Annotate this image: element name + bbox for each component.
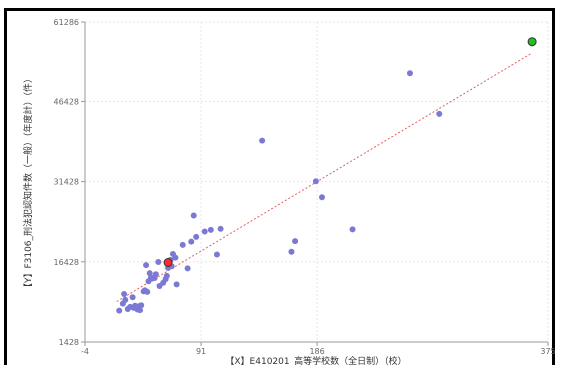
- data-point[interactable]: [312, 178, 319, 185]
- trendline: [116, 52, 533, 302]
- data-point[interactable]: [173, 281, 180, 288]
- x-tick-label: 186: [309, 347, 324, 356]
- y-tick-label: 16428: [54, 258, 79, 267]
- data-point[interactable]: [136, 307, 143, 314]
- y-tick-label: 46428: [54, 97, 79, 106]
- data-point[interactable]: [349, 226, 356, 233]
- x-tick-label: 91: [196, 347, 206, 356]
- highlight-points: [163, 37, 537, 267]
- highlight-point[interactable]: [527, 37, 537, 47]
- x-tick-label: 375: [540, 347, 555, 356]
- data-point[interactable]: [188, 238, 195, 245]
- data-point[interactable]: [201, 228, 208, 235]
- y-tick-label: 1428: [59, 338, 79, 347]
- data-point[interactable]: [116, 307, 123, 314]
- data-points: [116, 70, 443, 314]
- data-point[interactable]: [129, 294, 136, 301]
- data-point[interactable]: [436, 110, 443, 117]
- data-point[interactable]: [292, 238, 299, 245]
- data-point[interactable]: [152, 271, 159, 278]
- data-point[interactable]: [122, 296, 129, 303]
- x-axis-label: 【X】E410201_高等学校数（全日制）（校）: [225, 355, 406, 365]
- data-point[interactable]: [259, 137, 266, 144]
- data-point[interactable]: [155, 258, 162, 265]
- data-point[interactable]: [213, 251, 220, 258]
- data-point[interactable]: [184, 265, 191, 272]
- highlight-point[interactable]: [163, 257, 173, 267]
- x-tick-labels: -4 91 186 375: [81, 342, 556, 356]
- y-tick-labels: 1428 16428 31428 46428 61286: [54, 18, 85, 347]
- data-point[interactable]: [144, 288, 151, 295]
- x-tick-label: -4: [81, 347, 89, 356]
- data-point[interactable]: [406, 70, 413, 77]
- data-point[interactable]: [190, 212, 197, 219]
- data-point[interactable]: [121, 291, 128, 298]
- data-point[interactable]: [172, 254, 179, 261]
- data-point[interactable]: [138, 302, 145, 309]
- data-point[interactable]: [217, 225, 224, 232]
- data-point[interactable]: [179, 241, 186, 248]
- data-point[interactable]: [288, 248, 295, 255]
- y-axis-label: 【Y】F3106_刑法犯認知件数（一般）（年度計）（件）: [22, 74, 34, 292]
- data-point[interactable]: [143, 262, 150, 269]
- data-point[interactable]: [193, 233, 200, 240]
- chart-frame: [4, 8, 555, 365]
- data-point[interactable]: [318, 194, 325, 201]
- data-point[interactable]: [163, 272, 170, 279]
- y-tick-label: 31428: [54, 178, 79, 187]
- data-point[interactable]: [207, 226, 214, 233]
- y-tick-label: 61286: [54, 18, 79, 27]
